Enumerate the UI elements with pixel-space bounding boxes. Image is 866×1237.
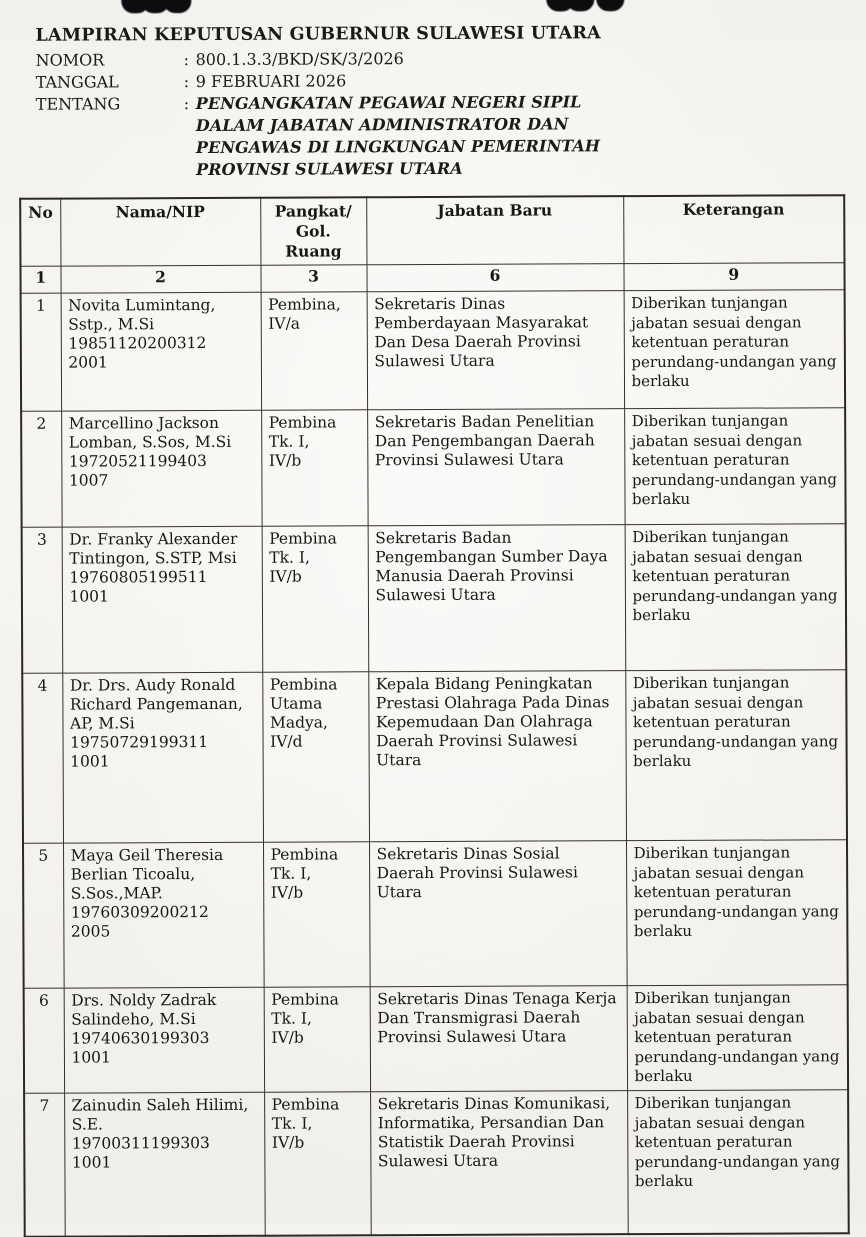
cell-pangkat: Pembina, IV/a <box>260 291 368 411</box>
header-no: No <box>20 198 61 267</box>
header-nama-nip: Nama/NIP <box>60 197 261 267</box>
cell-nama-nip: Dr. Drs. Audy Ronald Richard Pangemanan,… <box>62 672 264 844</box>
meta-value-tanggal: 9 FEBRUARI 2026 <box>195 71 347 92</box>
nip-text: 197205211994031007 <box>68 451 207 490</box>
column-number-row: 1 2 3 6 9 <box>20 262 845 294</box>
scan-artifact-lobe <box>566 0 595 12</box>
meta-label-tentang: TENTANG <box>35 94 121 114</box>
nip-text: 197507291993111001 <box>70 732 209 771</box>
nip-text: 197603092002122005 <box>70 902 209 941</box>
document-title: LAMPIRAN KEPUTUSAN GUBERNUR SULAWESI UTA… <box>35 23 601 46</box>
cell-jabatan-baru: Sekretaris Dinas Komunikasi, Informatika… <box>370 1090 628 1235</box>
cell-no: 7 <box>24 1093 65 1237</box>
meta-separator: : <box>183 50 190 70</box>
column-number: 2 <box>60 265 261 294</box>
nama-text: Novita Lumintang, Sstp., M.Si <box>68 295 216 334</box>
cell-pangkat: Pembina Tk. I, IV/b <box>261 409 368 527</box>
cell-no: 6 <box>23 988 65 1094</box>
table-row: 5 Maya Geil Theresia Berlian Ticoalu, S.… <box>23 839 848 989</box>
cell-nama-nip: Drs. Noldy Zadrak Salindeho, M.Si 197406… <box>63 987 265 1094</box>
cell-no: 1 <box>20 293 62 412</box>
scan-artifact-right <box>546 0 625 13</box>
header-pangkat-gol-ruang: Pangkat/ Gol. Ruang <box>260 197 367 266</box>
column-number: 9 <box>623 262 845 291</box>
table-header-row: No Nama/NIP Pangkat/ Gol. Ruang Jabatan … <box>20 195 845 267</box>
nama-text: Marcellino Jackson Lomban, S.Sos, M.Si <box>68 413 232 452</box>
table-row: 1 Novita Lumintang, Sstp., M.Si 19851120… <box>20 289 846 412</box>
cell-jabatan-baru: Sekretaris Dinas Tenaga Kerja Dan Transm… <box>369 985 628 1092</box>
meta-separator: : <box>183 94 190 114</box>
nama-text: Zainudin Saleh Hilimi, S.E. <box>71 1095 249 1134</box>
cell-no: 4 <box>22 673 64 844</box>
nama-text: Dr. Drs. Audy Ronald Richard Pangemanan,… <box>69 675 243 733</box>
nip-text: 197406301993031001 <box>71 1028 210 1067</box>
meta-label-nomor: NOMOR <box>35 50 105 70</box>
nama-text: Drs. Noldy Zadrak Salindeho, M.Si <box>71 990 217 1029</box>
header-keterangan: Keterangan <box>623 195 845 264</box>
table-row: 6 Drs. Noldy Zadrak Salindeho, M.Si 1974… <box>23 984 849 1094</box>
cell-pangkat: Pembina Utama Madya, IV/d <box>262 671 370 843</box>
cell-nama-nip: Maya Geil Theresia Berlian Ticoalu, S.So… <box>63 842 264 989</box>
table-row: 7 Zainudin Saleh Hilimi, S.E. 1970031119… <box>24 1089 849 1237</box>
cell-pangkat: Pembina Tk. I, IV/b <box>264 1091 371 1236</box>
appointments-table: No Nama/NIP Pangkat/ Gol. Ruang Jabatan … <box>19 194 850 1237</box>
cell-jabatan-baru: Sekretaris Dinas Pemberdayaan Masyarakat… <box>366 290 625 410</box>
cell-keterangan: Diberikan tunjangan jabatan sesuai denga… <box>624 407 846 525</box>
meta-label-tanggal: TANGGAL <box>35 72 119 92</box>
nama-text: Maya Geil Theresia Berlian Ticoalu, S.So… <box>70 845 224 903</box>
cell-no: 3 <box>21 527 63 674</box>
cell-nama-nip: Marcellino Jackson Lomban, S.Sos, M.Si 1… <box>61 410 262 528</box>
cell-nama-nip: Novita Lumintang, Sstp., M.Si 1985112020… <box>60 292 262 412</box>
cell-jabatan-baru: Sekretaris Badan Pengembangan Sumber Day… <box>367 524 626 672</box>
table-row: 3 Dr. Franky Alexander Tintingon, S.STP,… <box>21 523 847 674</box>
header-jabatan-baru: Jabatan Baru <box>366 196 624 265</box>
cell-pangkat: Pembina Tk. I, IV/b <box>261 525 369 673</box>
meta-row-tentang: TENTANG : PENGANGKATAN PEGAWAI NEGERI SI… <box>36 90 836 181</box>
scan-artifact-left <box>121 0 192 15</box>
cell-keterangan: Diberikan tunjangan jabatan sesuai denga… <box>625 839 848 986</box>
column-number: 1 <box>20 266 61 294</box>
column-number: 6 <box>366 263 624 292</box>
meta-value-tentang: PENGANGKATAN PEGAWAI NEGERI SIPIL DALAM … <box>195 92 601 180</box>
table-row: 2 Marcellino Jackson Lomban, S.Sos, M.Si… <box>21 407 846 528</box>
cell-nama-nip: Dr. Franky Alexander Tintingon, S.STP, M… <box>61 526 263 674</box>
cell-no: 5 <box>23 843 64 989</box>
nip-text: 197003111993031001 <box>71 1133 210 1172</box>
nip-text: 198511202003122001 <box>68 333 207 372</box>
cell-jabatan-baru: Sekretaris Badan Penelitian Dan Pengemba… <box>367 408 625 526</box>
document-header: LAMPIRAN KEPUTUSAN GUBERNUR SULAWESI UTA… <box>35 22 836 181</box>
cell-nama-nip: Zainudin Saleh Hilimi, S.E. 197003111993… <box>64 1092 265 1237</box>
scan-artifact-lobe <box>596 0 625 12</box>
nip-text: 197608051995111001 <box>69 567 208 606</box>
meta-separator: : <box>183 72 190 92</box>
cell-no: 2 <box>21 411 62 528</box>
cell-keterangan: Diberikan tunjangan jabatan sesuai denga… <box>624 523 847 671</box>
table-row: 4 Dr. Drs. Audy Ronald Richard Pangemana… <box>22 669 847 844</box>
cell-keterangan: Diberikan tunjangan jabatan sesuai denga… <box>627 1089 849 1234</box>
cell-jabatan-baru: Sekretaris Dinas Sosial Daerah Provinsi … <box>369 840 627 987</box>
cell-pangkat: Pembina Tk. I, IV/b <box>263 841 370 988</box>
cell-jabatan-baru: Kepala Bidang Peningkatan Prestasi Olahr… <box>368 670 626 842</box>
cell-keterangan: Diberikan tunjangan jabatan sesuai denga… <box>623 289 846 409</box>
cell-keterangan: Diberikan tunjangan jabatan sesuai denga… <box>626 984 849 1091</box>
cell-pangkat: Pembina Tk. I, IV/b <box>263 986 371 1093</box>
column-number: 3 <box>260 264 367 293</box>
nama-text: Dr. Franky Alexander Tintingon, S.STP, M… <box>69 529 238 568</box>
cell-keterangan: Diberikan tunjangan jabatan sesuai denga… <box>625 669 847 841</box>
scan-artifact-lobe <box>163 0 192 14</box>
meta-value-nomor: 800.1.3.3/BKD/SK/3/2026 <box>195 49 404 70</box>
